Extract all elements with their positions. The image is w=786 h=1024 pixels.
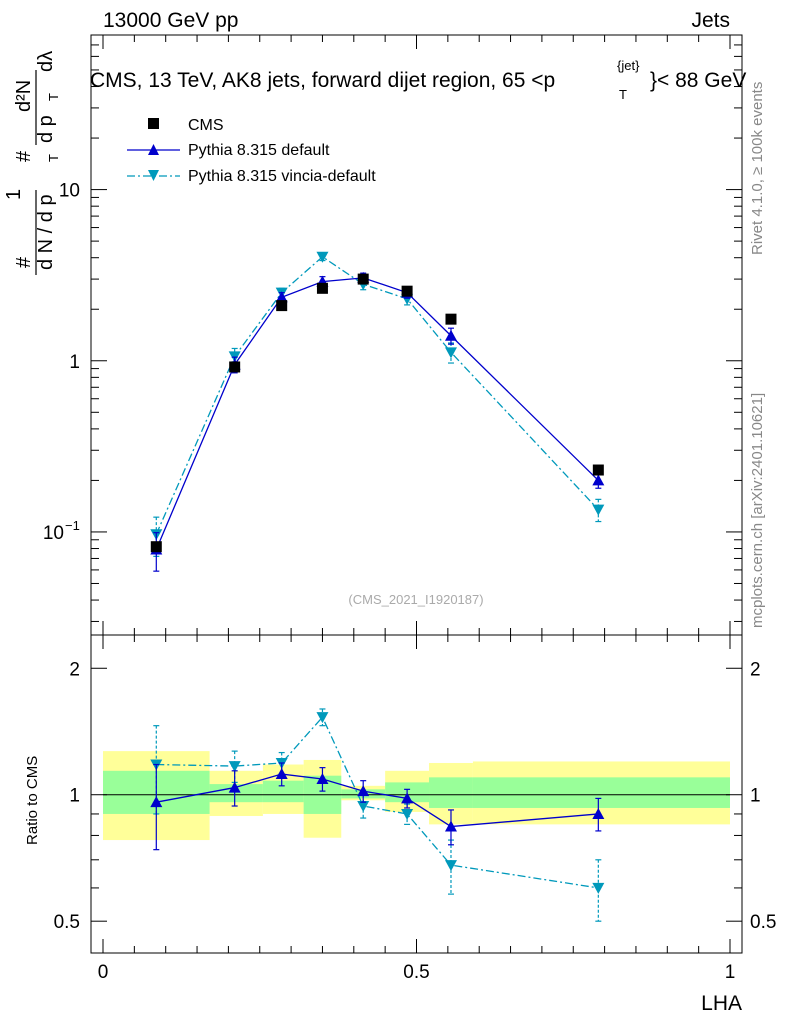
ratio-vincia-point xyxy=(401,808,414,820)
header-process: 13000 GeV pp xyxy=(103,9,238,32)
legend-marker-cms xyxy=(148,118,159,129)
main-cms-point xyxy=(445,313,457,325)
ratio-plot-marks xyxy=(103,708,730,922)
ratio-pythia-point xyxy=(401,792,414,804)
legend-label-vincia: Pythia 8.315 vincia-default xyxy=(188,168,376,185)
x-tick-label: 0.5 xyxy=(403,962,429,983)
header-analysis-group: Jets xyxy=(691,9,730,32)
ratio-plot: 0 0.5 1 2 2 1 1 0.5 0.5 Ratio to CMS LHA xyxy=(24,634,776,1015)
main-ylabel: # 1 d N / d p T # d p T d²N dλ xyxy=(3,51,61,275)
ratio-vincia-line xyxy=(156,715,599,889)
ratio-y-tick-label: 2 xyxy=(69,659,80,680)
ratio-pythia-point xyxy=(316,773,329,785)
ratio-vincia-point xyxy=(444,860,457,872)
ratio-pythia-point xyxy=(592,807,605,819)
ratio-y-tick-label: 1 xyxy=(69,786,80,807)
main-cms-point xyxy=(401,285,413,297)
ratio-pythia-point xyxy=(357,785,370,797)
ratio-pythia-point xyxy=(275,768,288,780)
ratio-pythia-point xyxy=(228,781,241,793)
ratio-vincia-point xyxy=(228,761,241,773)
legend: CMS Pythia 8.315 default Pythia 8.315 vi… xyxy=(127,117,376,185)
ratio-pythia-line xyxy=(156,773,599,828)
plot-title-sub: T xyxy=(619,87,627,102)
main-plot-marks xyxy=(150,251,605,572)
ylabel-dlambda: dλ xyxy=(35,51,57,72)
main-cms-point xyxy=(316,282,328,294)
ratio-pythia-point xyxy=(444,820,457,832)
legend-marker-vincia xyxy=(148,170,159,181)
main-pythia-line xyxy=(155,277,599,550)
y-tick-label: 10 xyxy=(43,523,64,544)
ratio-vincia-point xyxy=(357,801,370,813)
ratio-ylabel: Ratio to CMS xyxy=(24,756,41,845)
main-cms-point xyxy=(357,273,369,285)
legend-label-pythia: Pythia 8.315 default xyxy=(188,142,330,159)
x-tick-label: 1 xyxy=(725,962,736,983)
ylabel-one: 1 xyxy=(3,189,25,200)
main-cms-point xyxy=(276,300,288,312)
side-label-rivet: Rivet 4.1.0, ≥ 100k events xyxy=(749,82,766,255)
ylabel-hash-1: # xyxy=(13,256,35,268)
ratio-pythia-point xyxy=(150,796,163,808)
main-vincia-point xyxy=(444,347,457,359)
y-tick-label: 1 xyxy=(69,352,80,373)
legend-marker-pythia xyxy=(148,144,159,155)
side-label-mcplots: mcplots.cern.ch [arXiv:2401.10621] xyxy=(749,393,766,628)
plot-title: CMS, 13 TeV, AK8 jets, forward dijet reg… xyxy=(90,69,555,92)
ratio-xlabel: LHA xyxy=(701,992,742,1015)
plot-title-main: CMS, 13 TeV, AK8 jets, forward dijet reg… xyxy=(90,69,555,92)
y-tick-label-exponent: −1 xyxy=(65,518,80,533)
ratio-y-tick-label-right: 2 xyxy=(750,659,761,680)
uncertainty-band-inner xyxy=(472,777,730,808)
main-pythia-point xyxy=(444,329,457,341)
main-vincia-point xyxy=(316,251,329,263)
uncertainty-band-inner xyxy=(429,777,473,808)
ylabel-dpt: d p xyxy=(35,115,57,143)
ratio-plot-ticks: 0 0.5 1 2 2 1 1 0.5 0.5 xyxy=(54,635,776,983)
watermark: (CMS_2021_I1920187) xyxy=(348,592,483,607)
ratio-y-tick-label-right: 1 xyxy=(750,786,761,807)
ylabel-sub-t2: T xyxy=(46,93,61,101)
main-cms-point xyxy=(592,464,604,476)
ratio-y-tick-label-right: 0.5 xyxy=(750,912,776,933)
ylabel-sub-t1: T xyxy=(46,154,61,162)
uncertainty-band-inner xyxy=(262,780,304,803)
main-vincia-line xyxy=(155,255,599,535)
plot-title-tail: }< 88 GeV xyxy=(650,69,746,92)
ratio-y-tick-label: 0.5 xyxy=(54,912,80,933)
plot-title-sup: {jet} xyxy=(617,58,640,73)
x-tick-label: 0 xyxy=(98,962,109,983)
ratio-vincia-point xyxy=(592,882,605,894)
main-cms-point xyxy=(229,361,241,373)
ylabel-hash-2: # xyxy=(13,150,35,162)
main-cms-point xyxy=(150,541,162,553)
main-vincia-point xyxy=(592,504,605,516)
ylabel-d2n: d²N xyxy=(13,80,35,112)
main-pythia-point xyxy=(592,474,605,486)
main-pythia-point xyxy=(275,291,288,303)
ylabel-dndpt: d N / d p xyxy=(35,194,57,270)
legend-label-cms: CMS xyxy=(188,117,224,134)
ratio-vincia-point xyxy=(316,712,329,724)
y-tick-label: 10 xyxy=(59,181,80,202)
uncertainty-band-inner xyxy=(209,784,263,803)
